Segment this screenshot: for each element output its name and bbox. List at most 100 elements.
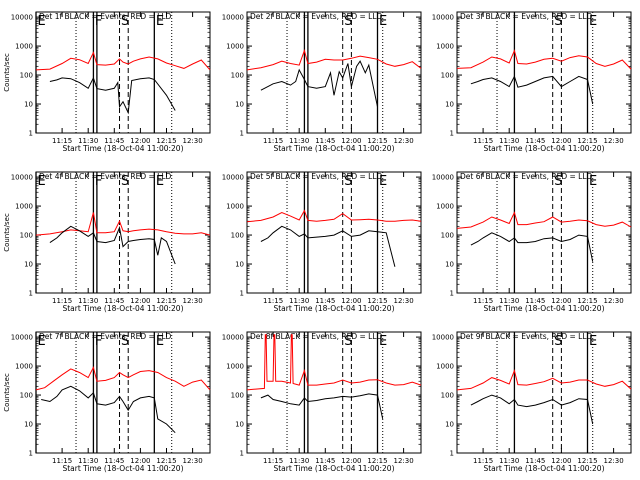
- x-tick-label: 12:15: [577, 457, 597, 465]
- y-tick-label: 100: [231, 232, 244, 240]
- y-tick-label: 10: [445, 101, 454, 109]
- x-axis-label: Start Time (18-Oct-04 11:00:20): [273, 144, 394, 153]
- x-tick-label: 11:45: [104, 137, 124, 145]
- annotation-label: E: [38, 174, 46, 189]
- x-tick-label: 11:45: [315, 457, 335, 465]
- plot-frame: [246, 331, 422, 454]
- chart-title: Det 2f BLACK = Events, RED = LLD: [250, 12, 383, 21]
- x-tick-label: 12:30: [604, 137, 624, 145]
- x-axis-label: Start Time (18-Oct-04 11:00:20): [62, 304, 183, 313]
- y-tick-label: 10: [24, 101, 33, 109]
- y-tick-label: 1000: [15, 43, 33, 51]
- y-tick-label: 10: [235, 421, 244, 429]
- y-tick-label: 10: [235, 101, 244, 109]
- series-line: [260, 393, 384, 420]
- y-tick-label: 10000: [11, 14, 33, 22]
- x-tick-label: 12:00: [551, 137, 571, 145]
- chart-panel: Det 1f BLACK = Events, RED = LLD 1 10 100 10…: [3, 11, 211, 153]
- x-tick-label: 12:15: [156, 457, 176, 465]
- y-tick-label: 100: [441, 232, 454, 240]
- annotation-label: E: [156, 334, 164, 349]
- x-tick-label: 12:15: [367, 137, 387, 145]
- x-tick-label: 12:00: [551, 457, 571, 465]
- plot-frame: [456, 11, 632, 134]
- x-tick-label: 12:30: [183, 297, 203, 305]
- annotation-label: S: [121, 334, 129, 349]
- annotation-label: E: [38, 334, 46, 349]
- chart-panel: Det 4f BLACK = Events, RED = LLD 1 10 100 10…: [3, 171, 211, 313]
- chart-panel: Det 7f BLACK = Events, RED = LLD 1 10 100 10…: [3, 331, 211, 473]
- series-line: [470, 75, 594, 105]
- x-tick-label: 12:00: [341, 457, 361, 465]
- y-tick-label: 1000: [436, 363, 454, 371]
- x-axis-label: Start Time (18-Oct-04 11:00:20): [62, 144, 183, 153]
- annotation-label: S: [344, 174, 352, 189]
- x-tick-label: 11:45: [104, 297, 124, 305]
- y-tick-label: 1: [240, 450, 244, 458]
- series-line: [260, 60, 378, 107]
- y-tick-label: 1000: [436, 203, 454, 211]
- annotation-label: E: [38, 14, 46, 29]
- x-tick-label: 11:30: [289, 137, 309, 145]
- annotation-label: S: [344, 14, 352, 29]
- series-line: [246, 334, 422, 391]
- y-tick-label: 1: [450, 450, 454, 458]
- chart-title: Det 4f BLACK = Events, RED = LLD: [39, 172, 172, 181]
- series-line: [246, 48, 422, 71]
- x-tick-label: 12:30: [604, 457, 624, 465]
- y-tick-label: 100: [231, 72, 244, 80]
- y-tick-label: 1000: [226, 363, 244, 371]
- x-tick-label: 11:15: [263, 137, 283, 145]
- annotation-label: S: [121, 14, 129, 29]
- x-tick-label: 12:30: [183, 137, 203, 145]
- y-tick-label: 100: [441, 392, 454, 400]
- series-line: [456, 211, 632, 229]
- y-tick-label: 100: [441, 72, 454, 80]
- x-tick-label: 12:00: [130, 297, 150, 305]
- x-tick-label: 12:15: [577, 297, 597, 305]
- y-tick-label: 10000: [432, 174, 454, 182]
- y-tick-label: 1: [29, 450, 33, 458]
- y-tick-label: 1: [29, 130, 33, 138]
- y-tick-label: 1: [29, 290, 33, 298]
- chart-title: Det 7f BLACK = Events, RED = LLD: [39, 332, 172, 341]
- chart-panel: Det 9f BLACK = Events, RED = LLD 1 10 100 10…: [432, 331, 632, 473]
- y-tick-label: 10000: [11, 174, 33, 182]
- y-tick-label: 100: [231, 392, 244, 400]
- chart-title: Det 6f BLACK = Events, RED = LLD: [460, 172, 593, 181]
- x-tick-label: 11:45: [104, 457, 124, 465]
- x-tick-label: 11:15: [263, 297, 283, 305]
- y-tick-label: 10: [235, 261, 244, 269]
- y-tick-label: 1: [240, 130, 244, 138]
- chart-panel: Det 3f BLACK = Events, RED = LLD 1 10 100 10…: [432, 11, 632, 153]
- x-axis-label: Start Time (18-Oct-04 11:00:20): [483, 464, 604, 473]
- x-tick-label: 11:15: [473, 137, 493, 145]
- x-tick-label: 12:15: [367, 297, 387, 305]
- y-tick-label: 10: [445, 261, 454, 269]
- chart-panel: Det 6f BLACK = Events, RED = LLD 1 10 100 10…: [432, 171, 632, 313]
- y-tick-label: 1000: [15, 363, 33, 371]
- series-line: [41, 385, 176, 434]
- series-line: [35, 51, 211, 71]
- x-tick-label: 11:30: [289, 297, 309, 305]
- plot-frame: [456, 331, 632, 454]
- y-tick-label: 1: [240, 290, 244, 298]
- annotation-label: E: [156, 174, 164, 189]
- x-tick-label: 11:30: [499, 137, 519, 145]
- annotation-label: E: [156, 14, 164, 29]
- plot-frame: [246, 11, 422, 134]
- chart-title: Det 9f BLACK = Events, RED = LLD: [460, 332, 593, 341]
- y-tick-label: 1000: [436, 43, 454, 51]
- x-tick-label: 11:45: [525, 297, 545, 305]
- y-tick-label: 1000: [226, 43, 244, 51]
- x-tick-label: 12:30: [394, 457, 414, 465]
- chart-panel: Det 5f BLACK = Events, RED = LLD 1 10 100 10…: [222, 171, 422, 313]
- x-tick-label: 11:45: [525, 457, 545, 465]
- x-tick-label: 12:00: [551, 297, 571, 305]
- x-tick-label: 12:00: [341, 297, 361, 305]
- chart-title: Det 1f BLACK = Events, RED = LLD: [39, 12, 172, 21]
- series-line: [470, 232, 594, 262]
- x-tick-label: 12:00: [130, 137, 150, 145]
- x-tick-label: 11:15: [263, 457, 283, 465]
- series-line: [49, 76, 176, 115]
